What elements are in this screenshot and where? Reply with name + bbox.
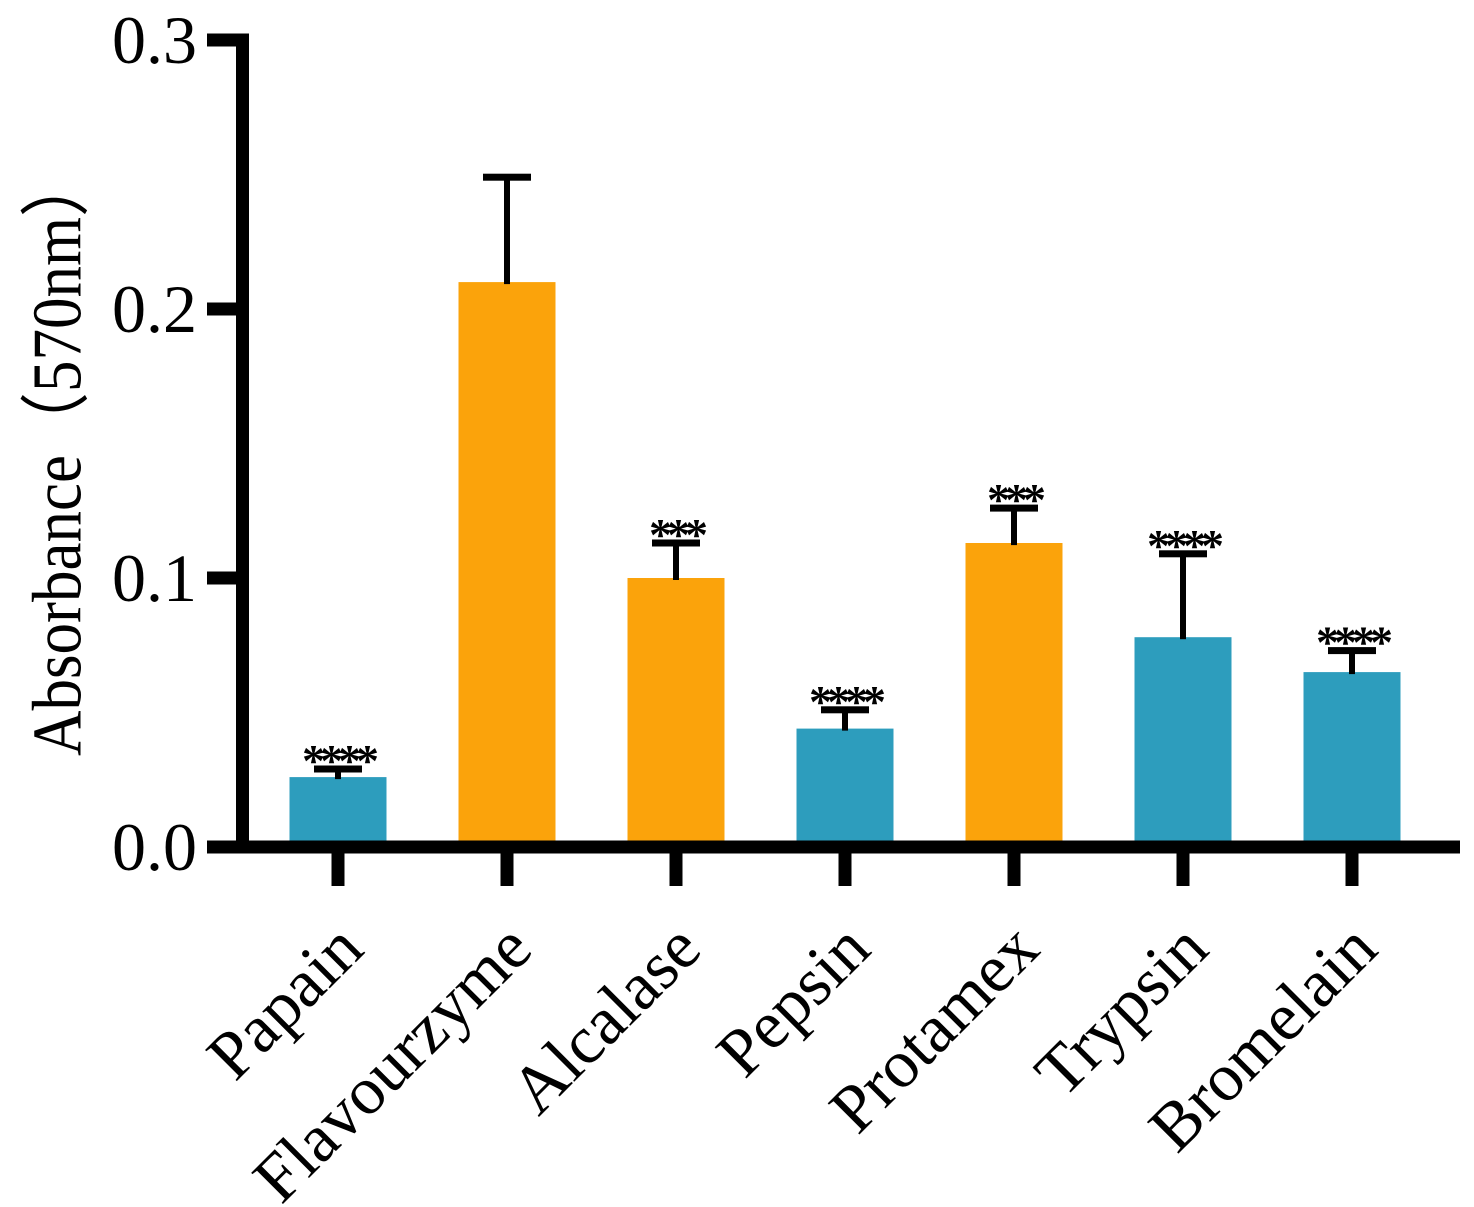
x-tick-alcalase	[669, 841, 683, 886]
y-tick-label-0-0: 0.0	[112, 809, 197, 885]
x-tick-bromelain	[1345, 841, 1359, 886]
y-tick-0-2	[207, 302, 249, 316]
error-bar-stem-protamex	[1011, 508, 1017, 546]
bar-bromelain	[1303, 672, 1401, 851]
error-bar-cap-bromelain	[1328, 647, 1376, 655]
error-bar-stem-bromelain	[1349, 650, 1355, 675]
x-tick-pepsin	[838, 841, 852, 886]
significance-stars-trypsin: ****	[1147, 520, 1223, 571]
bar-trypsin	[1134, 637, 1232, 851]
bar-flavourzyme	[458, 282, 556, 852]
error-bar-cap-papain	[314, 765, 362, 773]
error-bar-cap-alcalase	[652, 539, 700, 547]
error-bar-stem-papain	[335, 769, 341, 780]
x-axis-line	[207, 840, 1460, 854]
bar-papain	[289, 777, 387, 851]
x-tick-trypsin	[1176, 841, 1190, 886]
y-tick-label-0-1: 0.1	[112, 540, 197, 616]
error-bar-stem-pepsin	[842, 709, 848, 731]
x-tick-papain	[331, 841, 345, 886]
y-tick-label-0-3: 0.3	[112, 2, 197, 78]
error-bar-stem-trypsin	[1180, 553, 1186, 640]
error-bar-stem-flavourzyme	[504, 177, 510, 285]
error-bar-stem-alcalase	[673, 543, 679, 580]
x-tick-flavourzyme	[500, 841, 514, 886]
error-bar-cap-protamex	[990, 504, 1038, 512]
x-axis-label-alcalase: Alcalase	[495, 909, 714, 1128]
bar-protamex	[965, 543, 1063, 851]
bar-alcalase	[627, 578, 725, 851]
error-bar-cap-trypsin	[1159, 550, 1207, 558]
y-tick-0-3	[207, 33, 249, 47]
significance-stars-papain: ****	[302, 735, 378, 786]
y-tick-label-0-2: 0.2	[112, 271, 197, 347]
error-bar-cap-flavourzyme	[483, 173, 531, 181]
y-tick-0-1	[207, 571, 249, 585]
significance-stars-pepsin: ****	[809, 676, 885, 727]
y-axis-title: Absorbance（570nm）	[20, 154, 97, 756]
y-tick-0-0	[207, 840, 249, 854]
significance-stars-protamex: ***	[987, 474, 1045, 525]
significance-stars-bromelain: ****	[1316, 617, 1392, 668]
y-axis-line	[236, 33, 249, 854]
bar-pepsin	[796, 728, 894, 851]
significance-stars-alcalase: ***	[649, 509, 707, 560]
x-tick-protamex	[1007, 841, 1021, 886]
error-bar-cap-pepsin	[821, 706, 869, 714]
